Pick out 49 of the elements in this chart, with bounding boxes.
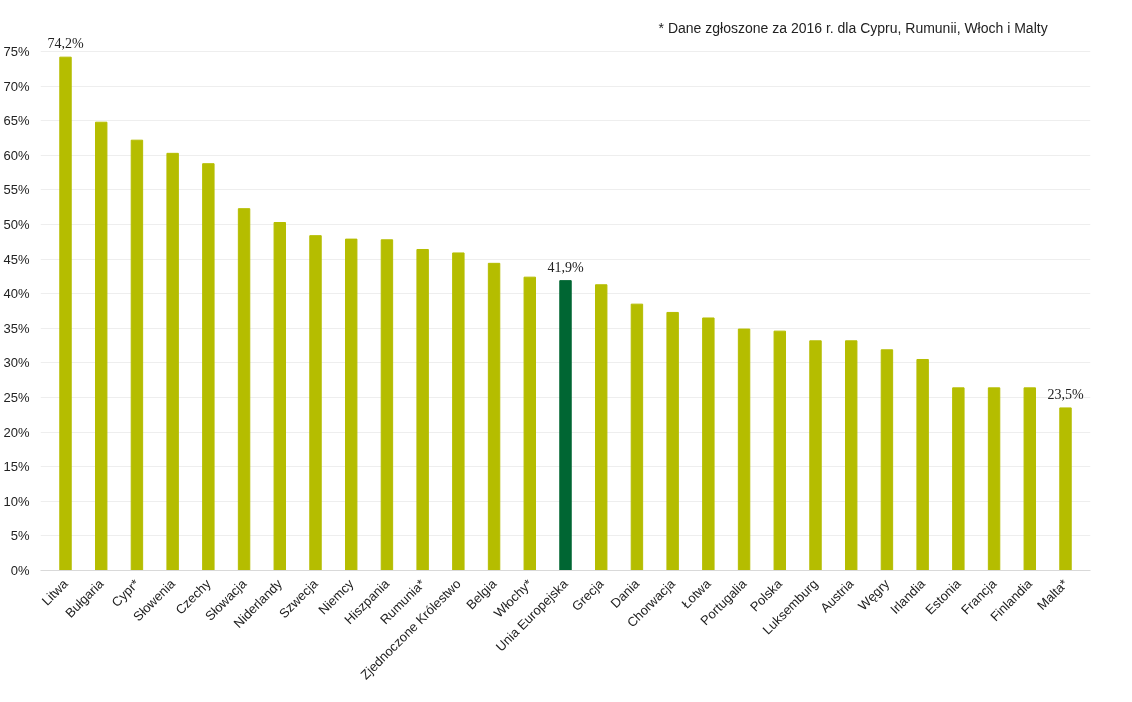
- bar: [237, 208, 251, 571]
- text: * Dane zgłoszone za 2016 r. dla Cypru, Rumunii, Włoch i Malty: [658, 20, 1048, 37]
- y-tick-label: 70%: [3, 78, 30, 94]
- bar: [773, 330, 786, 571]
- bar: [487, 262, 501, 571]
- y-tick-label: 65%: [3, 113, 30, 129]
- y-tick-label: 40%: [3, 286, 30, 302]
- bar: [595, 284, 608, 571]
- y-tick-label: 55%: [3, 182, 30, 198]
- bar: [523, 276, 536, 571]
- data-label: 41,9%: [547, 259, 584, 275]
- bar: [809, 340, 822, 571]
- bar: [166, 152, 179, 571]
- y-tick-label: 0%: [10, 563, 30, 578]
- bar: [666, 311, 679, 571]
- bar: [1059, 407, 1072, 571]
- bar: [916, 358, 929, 571]
- data-label: 23,5%: [1047, 386, 1084, 402]
- bar: [630, 303, 644, 571]
- bar: [702, 317, 715, 571]
- bar: [59, 56, 72, 571]
- y-tick-label: 60%: [3, 147, 30, 163]
- bar: [416, 248, 429, 571]
- bar: [952, 387, 965, 571]
- y-tick-label: 20%: [3, 424, 30, 440]
- y-tick-label: 10%: [3, 493, 30, 509]
- y-tick-label: 75%: [3, 44, 30, 60]
- y-tick-label: 45%: [3, 251, 30, 267]
- y-tick-label: 30%: [3, 355, 30, 371]
- bar: [880, 349, 894, 571]
- bar: [845, 340, 858, 571]
- bar: [559, 280, 572, 571]
- bar: [202, 163, 215, 571]
- y-tick-label: 5%: [10, 528, 30, 544]
- bar: [273, 222, 286, 571]
- y-tick-label: 35%: [3, 320, 30, 336]
- bar: [95, 121, 108, 571]
- bar: [130, 139, 144, 571]
- data-label: 74,2%: [47, 36, 84, 52]
- bar: [987, 387, 1001, 571]
- y-tick-label: 15%: [3, 459, 30, 475]
- y-tick-label: 25%: [3, 390, 30, 406]
- bar: [345, 238, 358, 571]
- bar: [380, 239, 394, 571]
- y-tick-label: 50%: [3, 217, 30, 233]
- bar: [452, 252, 465, 571]
- bar: [737, 328, 751, 571]
- bar: [1023, 387, 1036, 571]
- bar: [309, 235, 322, 571]
